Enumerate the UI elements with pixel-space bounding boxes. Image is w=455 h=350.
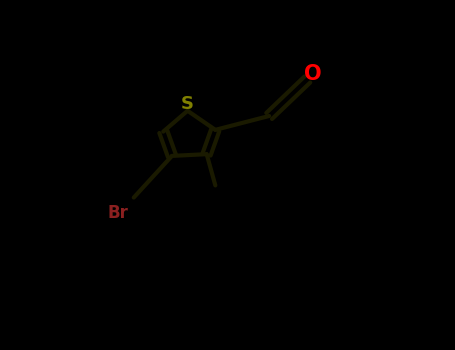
Text: S: S [181, 95, 194, 113]
Text: O: O [304, 64, 321, 84]
Text: Br: Br [108, 204, 129, 222]
